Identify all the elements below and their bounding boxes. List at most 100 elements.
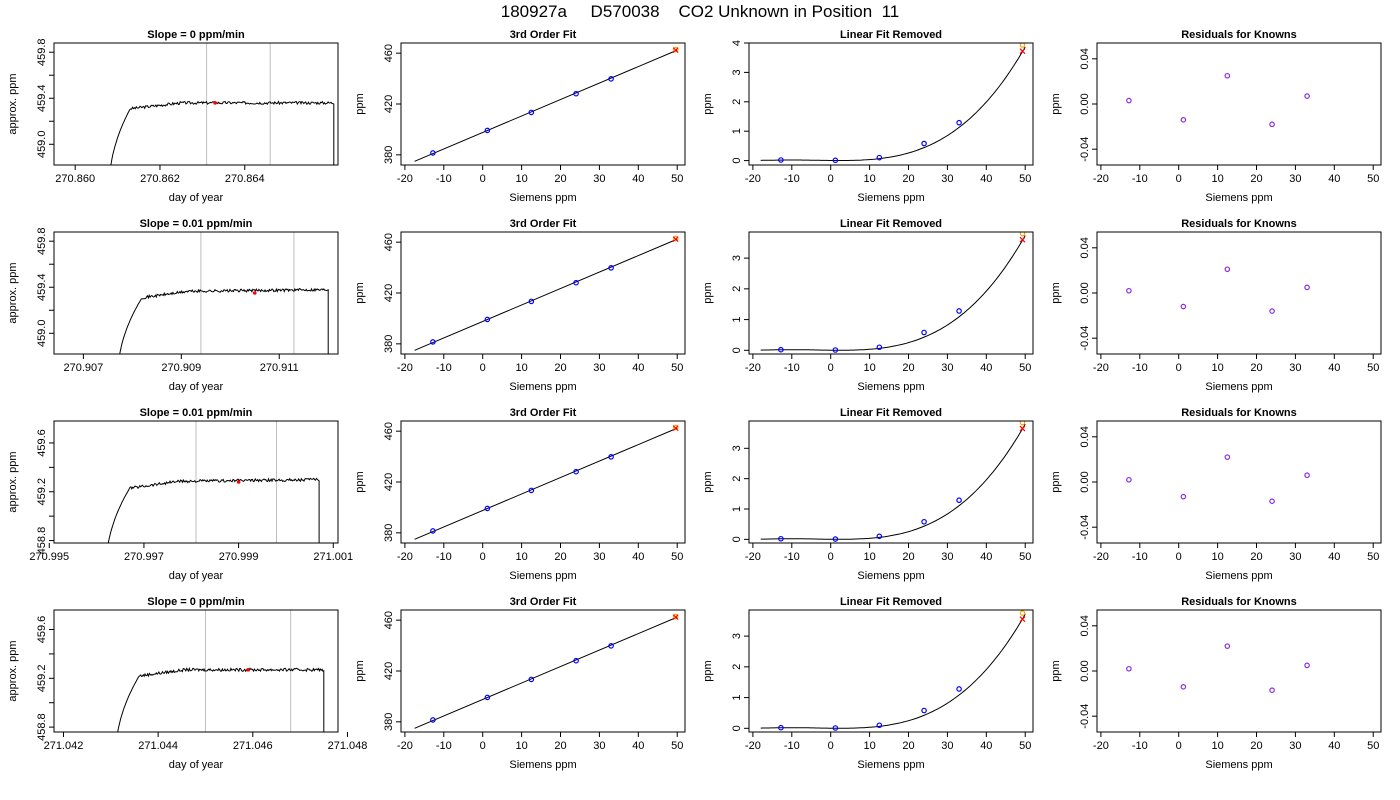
x-tick-label: 50 [671,362,683,374]
x-tick-label: 0 [480,362,486,374]
y-tick-label: 3 [731,445,743,451]
sample-marker [236,480,241,484]
x-tick-label: -20 [1093,551,1109,563]
x-tick-label: 10 [515,740,527,752]
x-tick-label: -20 [745,740,761,752]
known-point [778,346,784,353]
known-point [1224,454,1231,460]
x-tick-label: 270.907 [63,362,103,374]
alt-point [1019,43,1026,48]
x-tick-label: -20 [745,173,761,185]
y-tick-label: 459.6 [36,429,48,457]
unknown-point [672,614,679,621]
y-tick-label: 459.6 [36,616,48,644]
y-axis-label: ppm [702,93,714,114]
panel-r3-c2: 3rd Order Fit Siemens ppm ppm -20 -10 0 10 20 30… [354,407,686,582]
y-tick-label: 0.00 [1079,93,1091,114]
known-point [430,717,436,723]
x-axis-label: Siemens ppm [1205,759,1272,771]
panel-r4-c1: Slope = 0 ppm/min day of year approx. ppm 2… [7,596,367,771]
known-point [832,347,839,353]
y-tick-label: 0 [731,158,743,164]
x-tick-label: 0 [1176,173,1182,185]
known-point [528,676,535,683]
panel-frame [748,42,1034,166]
y-tick-label: 3 [731,255,743,261]
panel-title: Slope = 0 ppm/min [147,29,245,41]
plot-area [1126,266,1310,314]
panel-r2-c1: Slope = 0.01 ppm/min day of year approx. p… [7,218,339,393]
known-point [1180,493,1187,500]
known-point [430,528,436,534]
alt-point [1019,610,1026,616]
y-tick-label: 459.4 [36,273,48,301]
known-point [528,487,535,494]
x-tick-label: 20 [1250,173,1262,185]
y-tick-label: 459.8 [36,38,48,66]
panel-title: Linear Fit Removed [840,218,942,230]
y-tick-label: 420 [383,473,395,491]
y-tick-label: 380 [383,713,395,731]
x-axis-label: Siemens ppm [857,570,924,582]
x-tick-label: 10 [863,173,875,185]
y-tick-label: 3 [731,69,743,75]
x-tick-label: 30 [1289,173,1301,185]
fit-line [414,427,678,540]
x-tick-label: 30 [1289,740,1301,752]
x-tick-label: -10 [784,173,800,185]
x-tick-label: 0 [1176,740,1182,752]
known-point [1180,303,1187,310]
y-tick-label: 0.04 [1079,237,1091,258]
figure-title: 180927a D570038 CO2 Unknown in Position … [500,2,900,21]
known-point [778,535,784,542]
known-point [1126,97,1132,104]
x-tick-label: 50 [671,551,683,563]
known-point [956,497,962,504]
x-tick-label: 40 [632,362,644,374]
x-tick-label: 271.044 [138,740,178,752]
panel-frame [1096,231,1382,355]
y-axis-label: ppm [354,93,366,114]
x-tick-label: 20 [554,740,566,752]
x-axis-label: Siemens ppm [857,759,924,771]
panel-r1-c4: Residuals for Knowns Siemens ppm ppm -20 -10… [1050,29,1382,204]
x-tick-label: -20 [1093,173,1109,185]
x-tick-label: 30 [941,551,953,563]
known-point [573,279,579,286]
panel-r1-c1: Slope = 0 ppm/min day of year approx. ppm 2… [7,29,339,204]
unknown-point [1019,616,1026,623]
x-tick-label: 0 [1176,551,1182,563]
y-tick-label: 460 [383,422,395,440]
plot-area [1126,72,1310,128]
x-tick-label: 40 [1328,362,1340,374]
panel-title: Residuals for Knowns [1181,407,1297,419]
x-tick-label: 10 [863,362,875,374]
unknown-point [672,47,679,54]
known-point [484,694,491,701]
known-point [876,154,883,161]
x-tick-label: -10 [436,551,452,563]
panel-r2-c3: Linear Fit Removed Siemens ppm ppm -20 -10 0 1… [702,218,1034,393]
known-point [956,308,962,314]
alt-point [672,235,679,242]
x-tick-label: 20 [902,173,914,185]
plot-area [760,232,1026,353]
x-tick-label: 20 [1250,740,1262,752]
panel-title: Residuals for Knowns [1181,596,1297,608]
x-tick-label: -20 [397,173,413,185]
known-point [876,533,883,540]
known-point [832,725,839,731]
x-tick-label: 0 [828,362,834,374]
sample-marker [246,667,250,672]
x-axis-label: Siemens ppm [509,570,576,582]
x-axis-label: day of year [169,759,224,771]
known-point [1304,662,1310,669]
known-point [573,90,579,97]
known-point [921,518,927,525]
known-point [1126,665,1132,672]
x-tick-label: 271.046 [233,740,273,752]
fit-curve [760,614,1026,729]
x-tick-label: 0 [480,173,486,185]
panel-frame [400,609,686,733]
